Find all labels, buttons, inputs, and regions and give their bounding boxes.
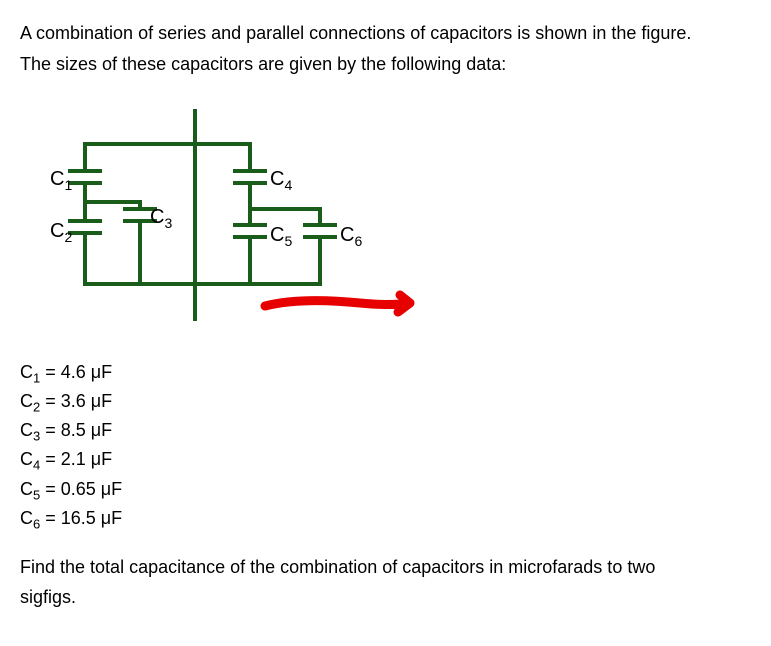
circuit-diagram: C1 C2 C3 C4 C5 C6: [50, 109, 450, 339]
c3-label: C3: [150, 206, 172, 231]
c2-value: C2 = 3.6 μF: [20, 388, 751, 417]
c3-value: C3 = 8.5 μF: [20, 417, 751, 446]
c4-value: C4 = 2.1 μF: [20, 446, 751, 475]
c4-label: C4: [270, 168, 292, 193]
question-line2: sigfigs.: [20, 582, 751, 613]
question-text: Find the total capacitance of the combin…: [20, 552, 751, 613]
c1-value: C1 = 4.6 μF: [20, 359, 751, 388]
c5-value: C5 = 0.65 μF: [20, 476, 751, 505]
c6-value: C6 = 16.5 μF: [20, 505, 751, 534]
c6-label: C6: [340, 224, 362, 249]
capacitor-values: C1 = 4.6 μF C2 = 3.6 μF C3 = 8.5 μF C4 =…: [20, 359, 751, 534]
intro-line2: The sizes of these capacitors are given …: [20, 49, 751, 80]
c2-label: C2: [50, 220, 72, 245]
question-line1: Find the total capacitance of the combin…: [20, 552, 751, 583]
c5-label: C5: [270, 224, 292, 249]
intro-text: A combination of series and parallel con…: [20, 18, 751, 79]
circuit-svg: C1 C2 C3 C4 C5 C6: [50, 109, 450, 339]
intro-line1: A combination of series and parallel con…: [20, 18, 751, 49]
